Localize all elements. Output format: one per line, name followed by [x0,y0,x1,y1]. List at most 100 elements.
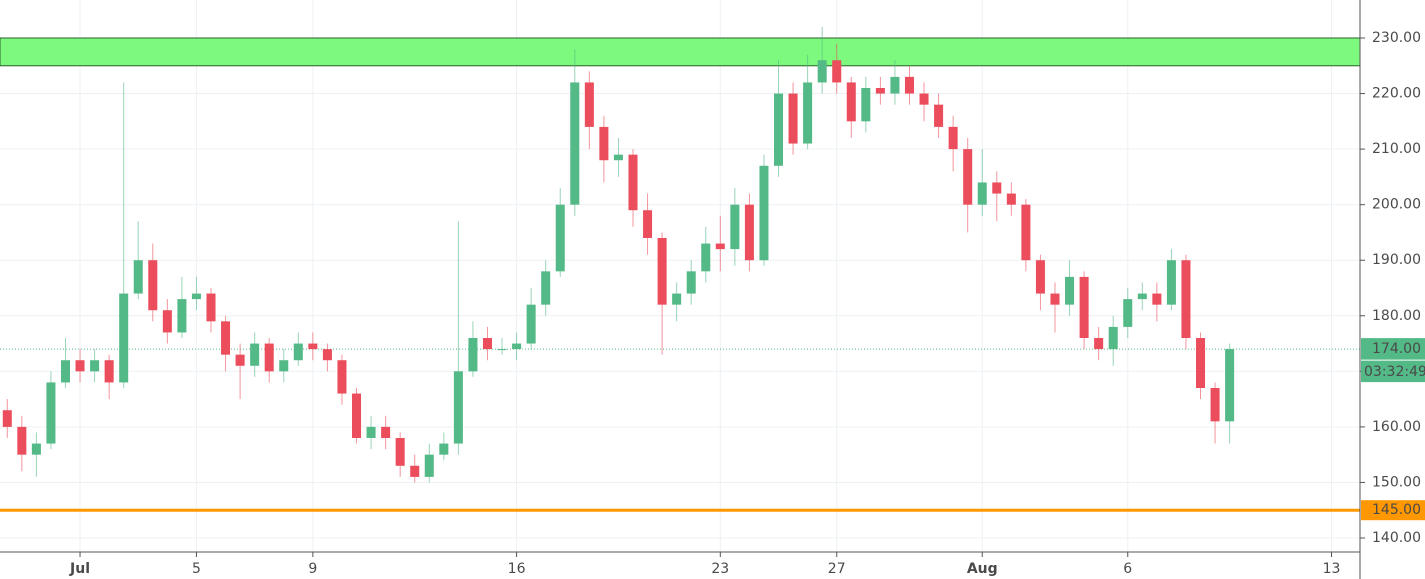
candle-body [482,338,492,350]
candle-body [497,349,507,351]
candle-body [599,126,609,161]
support-label: 145.00 [1372,502,1421,518]
candle-body [686,271,696,294]
support-label-bg [1361,500,1425,521]
candle-body [191,293,201,300]
y-tick-label: 180.00 [1372,308,1421,324]
candle-body [1050,293,1060,305]
candle-body [453,371,463,444]
candle-body [1065,276,1075,305]
countdown: 03:32:49 [1364,364,1425,380]
candle-body [1152,293,1162,305]
candle-body [177,299,187,333]
candle-body [250,343,260,366]
candle-body [293,343,303,361]
y-tick-label: 230.00 [1372,30,1421,46]
candle-body [817,60,827,83]
candle-body [235,354,245,366]
candle-body [541,271,551,305]
candle-body [628,154,638,211]
candle-body [1181,260,1191,338]
candle-body [643,210,653,238]
candle-body [468,338,478,372]
y-tick-label: 160.00 [1372,419,1421,435]
candle-body [977,182,987,205]
candle-body [715,243,725,250]
candle-body [555,204,565,272]
price-axis-bg [1360,0,1425,579]
candle-body [206,293,216,322]
candle-body [1225,349,1235,422]
candle-body [221,321,231,355]
x-tick-label: Jul [69,561,90,577]
candle-body [46,382,56,444]
candle-body [846,82,856,122]
candle-body [308,343,318,350]
candle-body [31,443,41,455]
candle-body [934,104,944,127]
candle-body [410,465,420,477]
candle-body [395,438,405,466]
x-tick-label: Aug [967,561,998,577]
candle-body [774,93,784,166]
x-tick-label: 9 [308,561,317,577]
candle-body [162,310,172,333]
x-tick-label: 5 [192,561,201,577]
candle-body [832,60,842,83]
candle-body [1123,299,1133,327]
candle-body [1035,260,1045,294]
candle-body [133,260,143,294]
candle-body [919,93,929,105]
candle-body [672,293,682,305]
y-tick-label: 190.00 [1372,252,1421,268]
y-tick-label: 140.00 [1372,530,1421,546]
candle-body [1021,204,1031,261]
candle-body [104,360,114,383]
candle-body [1137,293,1147,300]
x-tick-label: 23 [711,561,729,577]
candle-body [570,82,580,205]
candle-body [861,88,871,122]
candle-body [366,426,376,438]
candle-body [60,360,70,383]
candle-body [904,76,914,94]
x-tick-label: 16 [508,561,526,577]
candle-body [1166,260,1176,305]
candle-body [526,304,536,344]
candle-body [948,126,958,150]
x-tick-label: 13 [1323,561,1341,577]
candle-body [1006,193,1016,205]
candle-body [963,149,973,205]
candle-body [337,360,347,394]
y-tick-label: 220.00 [1372,86,1421,102]
resistance-zone [0,37,1361,67]
time-axis-bg [0,552,1360,579]
candle-body [744,204,754,261]
last-price-label: 174.00 [1372,341,1421,357]
candle-body [730,204,740,250]
candle-body [424,454,434,477]
candle-body [352,393,362,438]
candle-body [148,260,158,311]
candle-body [322,349,332,361]
candle-body [381,426,391,438]
candle-body [584,82,594,127]
y-tick-label: 200.00 [1372,197,1421,213]
candle-body [1210,388,1220,422]
candle-body [119,293,129,383]
y-tick-label: 150.00 [1372,474,1421,490]
candle-body [657,238,667,305]
candle-body [75,360,85,372]
candle-body [992,182,1002,194]
candle-body [759,165,769,261]
candle-body [1108,326,1118,350]
x-tick-label: 27 [828,561,846,577]
candle-body [264,343,274,372]
candle-body [613,154,623,161]
candle-body [1196,338,1206,388]
candle-body [701,243,711,272]
candle-body [1079,276,1089,338]
candle-body [2,410,12,427]
candle-body [803,82,813,144]
